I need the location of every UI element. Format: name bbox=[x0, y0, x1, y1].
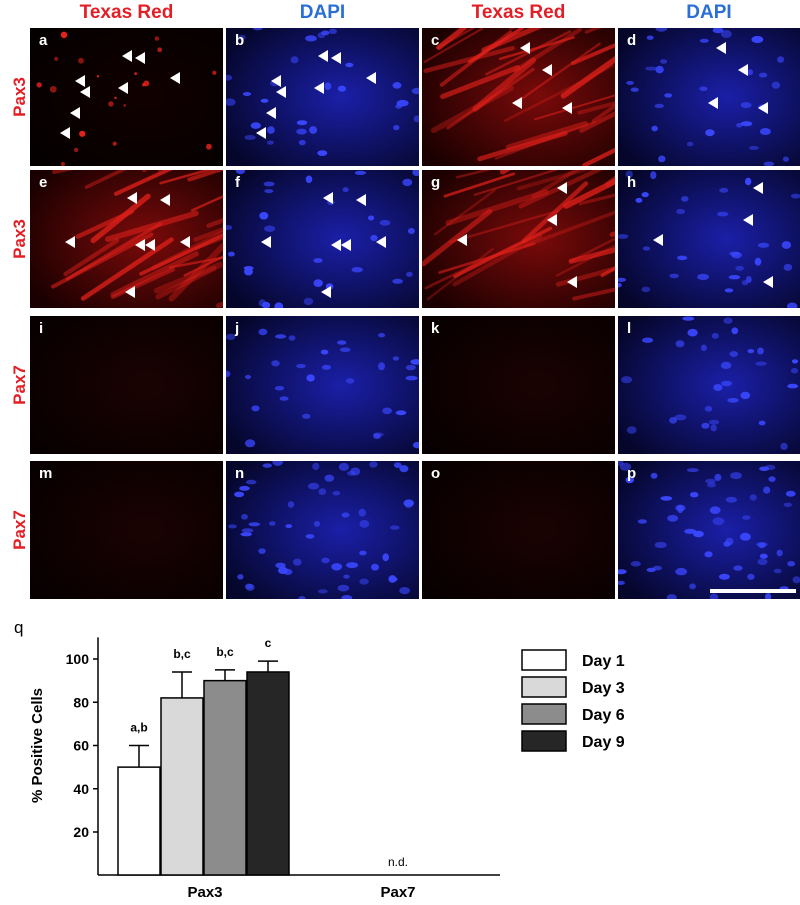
panel-label: g bbox=[431, 174, 441, 191]
row-header-3: Pax7 bbox=[9, 365, 29, 405]
micrograph-panel-o: o bbox=[422, 461, 615, 599]
bar-day-9 bbox=[246, 671, 290, 876]
panel-label: m bbox=[39, 465, 53, 482]
row-header-2: Pax3 bbox=[9, 219, 29, 259]
panel-label: a bbox=[39, 32, 48, 49]
y-tick-label: 100 bbox=[66, 651, 90, 667]
panel-label: h bbox=[627, 174, 637, 191]
panel-label: f bbox=[235, 174, 240, 191]
column-header-4: DAPI bbox=[686, 2, 732, 23]
panel-label: i bbox=[39, 320, 44, 337]
legend-swatch bbox=[521, 676, 567, 698]
micrograph-panel-h: h bbox=[618, 170, 800, 308]
legend-swatch bbox=[521, 649, 567, 671]
micrograph-panel-n: n bbox=[226, 461, 419, 599]
significance-label: b,c bbox=[216, 645, 234, 659]
panel-label: e bbox=[39, 174, 48, 191]
significance-label: c bbox=[265, 636, 272, 650]
chart-panel-label: q bbox=[14, 618, 23, 637]
micrograph-panel-g: g bbox=[422, 170, 615, 308]
bar-day-3 bbox=[160, 697, 204, 876]
micrograph-panel-l: l bbox=[618, 316, 800, 454]
row-header-4: Pax7 bbox=[9, 510, 29, 550]
legend-label: Day 3 bbox=[582, 680, 625, 697]
micrograph-panel-e: e bbox=[30, 170, 223, 308]
micrograph-panel-d: d bbox=[618, 28, 800, 166]
column-header-2: DAPI bbox=[299, 2, 346, 23]
panel-label: j bbox=[235, 320, 240, 337]
legend-label: Day 9 bbox=[582, 734, 625, 751]
legend-swatch bbox=[521, 703, 567, 725]
column-header-1: Texas Red bbox=[79, 2, 174, 23]
not-detected-annotation: n.d. bbox=[388, 855, 408, 869]
micrograph-panel-p: p bbox=[618, 461, 800, 599]
legend-label: Day 6 bbox=[582, 707, 625, 724]
micrograph-panel-f: f bbox=[226, 170, 419, 308]
column-header-3: Texas Red bbox=[471, 2, 566, 23]
panel-label: p bbox=[627, 465, 637, 482]
panel-label: k bbox=[431, 320, 440, 337]
micrograph-panel-j: j bbox=[226, 316, 419, 454]
panel-label: d bbox=[627, 32, 637, 49]
micrograph-panel-c: c bbox=[422, 28, 615, 166]
y-tick-label: 80 bbox=[73, 694, 89, 710]
micrograph-panel-a: a bbox=[30, 28, 223, 166]
legend-label: Day 1 bbox=[582, 653, 625, 670]
panel-label: b bbox=[235, 32, 245, 49]
panel-label: l bbox=[627, 320, 632, 337]
panel-label: n bbox=[235, 465, 245, 482]
y-axis-label: % Positive Cells bbox=[29, 688, 46, 803]
bar-day-1 bbox=[117, 766, 161, 876]
panel-label: o bbox=[431, 465, 441, 482]
micrograph-panel-i: i bbox=[30, 316, 223, 454]
micrograph-panel-b: b bbox=[226, 28, 419, 166]
row-header-1: Pax3 bbox=[9, 77, 29, 117]
bar-day-6 bbox=[203, 679, 247, 876]
bar-chart: q 20 40 60 80 100 % Positive Cells a,b b,c b,c c Pa… bbox=[14, 618, 625, 901]
significance-label: a,b bbox=[130, 721, 147, 735]
x-tick-label-pax3: Pax3 bbox=[187, 884, 222, 901]
x-tick-label-pax7: Pax7 bbox=[380, 884, 415, 901]
panel-label: c bbox=[431, 32, 440, 49]
y-tick-label: 20 bbox=[73, 824, 89, 840]
micrograph-panel-m: m bbox=[30, 461, 223, 599]
significance-label: b,c bbox=[173, 647, 191, 661]
micrograph-panel-k: k bbox=[422, 316, 615, 454]
y-tick-label: 40 bbox=[73, 781, 89, 797]
legend-swatch bbox=[521, 730, 567, 752]
y-tick-label: 60 bbox=[73, 738, 89, 754]
